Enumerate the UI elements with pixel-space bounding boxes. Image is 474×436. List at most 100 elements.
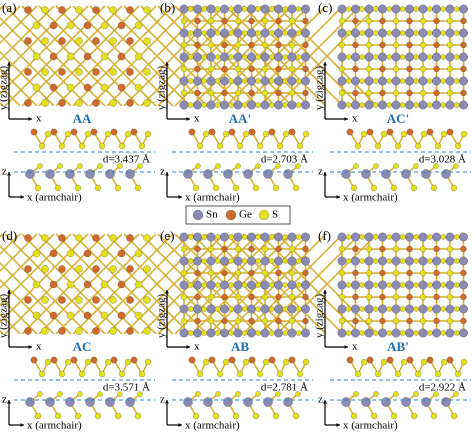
atom [260, 328, 270, 338]
atom [418, 52, 428, 62]
atom [66, 311, 75, 320]
axis-label: z [2, 166, 7, 178]
atom [393, 163, 399, 169]
atom [202, 130, 210, 138]
atom [195, 391, 201, 397]
bond [0, 5, 38, 45]
atom [413, 78, 420, 84]
atom [287, 232, 297, 242]
atom [359, 234, 366, 240]
atom [214, 54, 221, 60]
atom [261, 245, 269, 253]
atom [235, 163, 241, 169]
atom [440, 54, 447, 60]
atom [386, 356, 394, 364]
atom [337, 28, 347, 38]
top-view [337, 4, 469, 110]
atom [255, 234, 262, 240]
atom [273, 256, 284, 266]
axis-label: x (armchair) [185, 192, 240, 204]
atom [401, 397, 411, 407]
atom [179, 100, 189, 110]
atom [440, 6, 447, 12]
atom [300, 4, 311, 14]
atom [92, 296, 100, 304]
atom [126, 265, 134, 273]
atom [233, 76, 243, 86]
atom [207, 293, 215, 301]
atom [255, 306, 262, 312]
atom [241, 30, 248, 36]
atom [216, 142, 224, 150]
atom [392, 41, 400, 49]
atom [261, 269, 269, 277]
atom [295, 282, 302, 288]
atom [58, 37, 66, 45]
atom [295, 234, 302, 240]
atom [255, 163, 261, 169]
atom [458, 100, 469, 110]
atom [440, 102, 447, 108]
atom [248, 245, 255, 253]
atom [302, 358, 310, 366]
atom [337, 280, 347, 290]
atom [406, 89, 413, 97]
atom [440, 130, 448, 138]
panel: y (zigzag) x AC (d) d=3.571 Å z x (armchair) [0, 228, 378, 432]
atom [24, 265, 32, 273]
atom [377, 76, 388, 86]
atom [404, 256, 415, 266]
atom [206, 280, 216, 290]
atom [419, 317, 427, 325]
atom [98, 142, 106, 150]
atom [288, 317, 296, 325]
atom [379, 269, 386, 277]
atom [359, 6, 366, 12]
atom [450, 412, 458, 420]
atom [234, 317, 242, 325]
arrow-head [7, 400, 11, 404]
atom [221, 293, 228, 301]
atom [206, 4, 216, 14]
atom [426, 30, 433, 36]
atom [255, 30, 262, 36]
atom [268, 78, 275, 84]
atom [206, 232, 216, 242]
atom [431, 280, 442, 290]
atom [214, 234, 221, 240]
atom [83, 249, 92, 258]
atom [386, 6, 393, 12]
atom [143, 296, 151, 304]
atom [180, 89, 188, 97]
atom [268, 6, 275, 12]
atom [352, 317, 359, 325]
axis-label: y (zigzag) [314, 66, 326, 111]
arrow-head [344, 345, 348, 349]
atom [44, 358, 52, 366]
atom [180, 41, 188, 49]
atom [419, 41, 427, 49]
atom [223, 397, 233, 407]
atom [192, 328, 203, 338]
atom [228, 102, 235, 108]
atom [364, 304, 374, 314]
atom [32, 52, 41, 61]
panel-label: (d) [2, 228, 17, 243]
atom [25, 397, 35, 407]
atom [58, 234, 66, 242]
atom [192, 28, 203, 38]
atom [256, 370, 264, 378]
atom [413, 391, 419, 397]
atom [275, 41, 282, 49]
atom [262, 130, 270, 138]
legend: Sn Ge S [185, 205, 291, 225]
atom [433, 269, 440, 277]
atom [453, 163, 459, 169]
bond [0, 16, 89, 107]
atom [219, 256, 230, 266]
atom [300, 100, 311, 110]
atom [45, 397, 55, 407]
atom [24, 234, 32, 242]
atom [391, 256, 401, 266]
panel-label: (b) [160, 0, 175, 15]
